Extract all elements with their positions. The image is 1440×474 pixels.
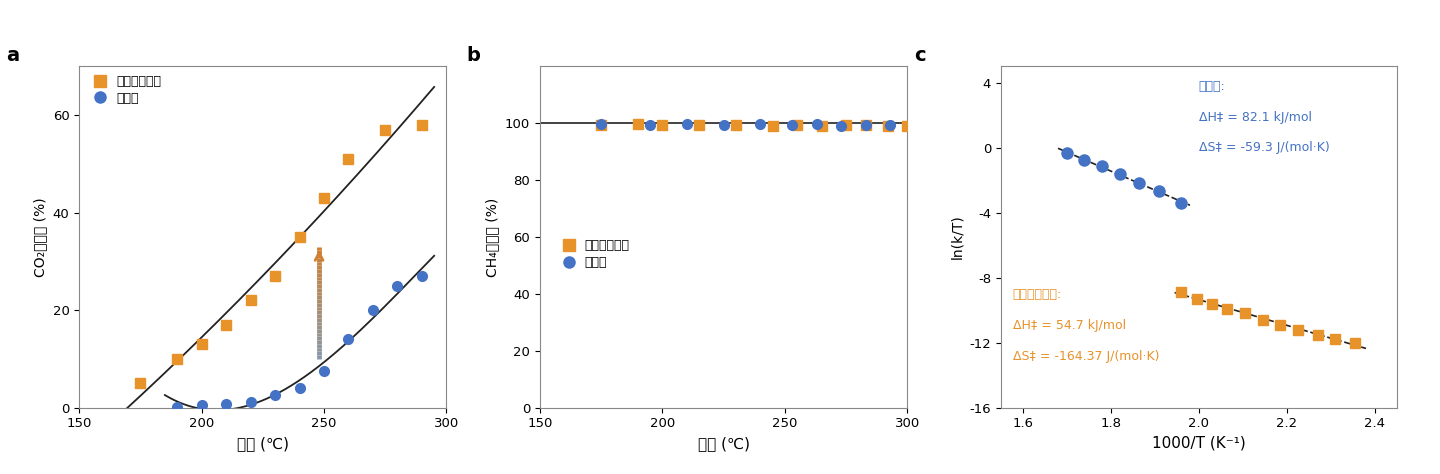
X-axis label: 温度 (℃): 温度 (℃) bbox=[697, 436, 750, 451]
Text: 熱反応:: 熱反応: bbox=[1198, 80, 1225, 93]
X-axis label: 温度 (℃): 温度 (℃) bbox=[236, 436, 289, 451]
Text: c: c bbox=[913, 46, 926, 65]
Text: ΔH‡ = 82.1 kJ/mol: ΔH‡ = 82.1 kJ/mol bbox=[1198, 111, 1312, 124]
Text: ΔH‡ = 54.7 kJ/mol: ΔH‡ = 54.7 kJ/mol bbox=[1012, 319, 1126, 332]
Y-axis label: CH₄選択度 (%): CH₄選択度 (%) bbox=[485, 197, 500, 277]
Legend: プラズマ反応, 熱反応: プラズマ反応, 熱反応 bbox=[553, 237, 632, 272]
Text: ΔS‡ = -59.3 J/(mol·K): ΔS‡ = -59.3 J/(mol·K) bbox=[1198, 141, 1329, 155]
Text: プラズマ反応:: プラズマ反応: bbox=[1012, 288, 1061, 301]
Y-axis label: ln(k/T): ln(k/T) bbox=[950, 215, 963, 259]
Text: a: a bbox=[6, 46, 19, 65]
Text: b: b bbox=[467, 46, 481, 65]
Legend: プラズマ反応, 熱反応: プラズマ反応, 熱反応 bbox=[85, 73, 164, 107]
Text: ΔS‡ = -164.37 J/(mol·K): ΔS‡ = -164.37 J/(mol·K) bbox=[1012, 350, 1159, 363]
Y-axis label: CO₂転換率 (%): CO₂転換率 (%) bbox=[33, 197, 48, 277]
X-axis label: 1000/T (K⁻¹): 1000/T (K⁻¹) bbox=[1152, 436, 1246, 451]
